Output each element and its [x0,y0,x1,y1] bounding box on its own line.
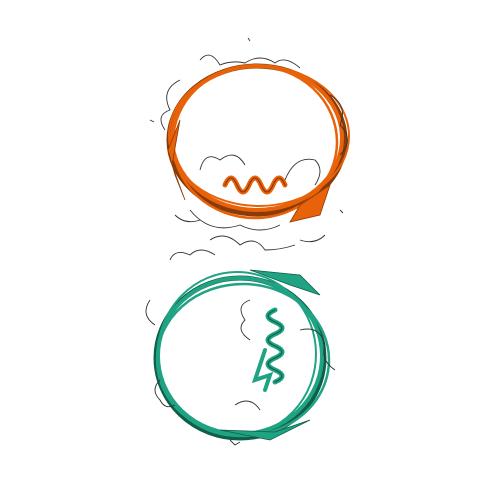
green-strand [157,271,317,437]
orange-chain [160,54,350,231]
fragment [149,37,344,214]
orange-helix-edge [224,177,286,193]
loop [160,79,181,131]
orange-sheet [167,119,186,201]
green-sheet [249,269,321,296]
green-chain [145,249,336,446]
loop [189,94,348,231]
green-helix-edge [267,309,283,383]
green-sheet [219,419,311,441]
loop [174,214,326,251]
loop [169,249,251,341]
orange-strand [168,65,350,207]
loop [199,54,301,69]
loop [199,154,321,186]
loop [154,379,241,446]
orange-sheet [289,184,331,223]
green-helix [251,348,274,392]
loop [145,299,336,411]
